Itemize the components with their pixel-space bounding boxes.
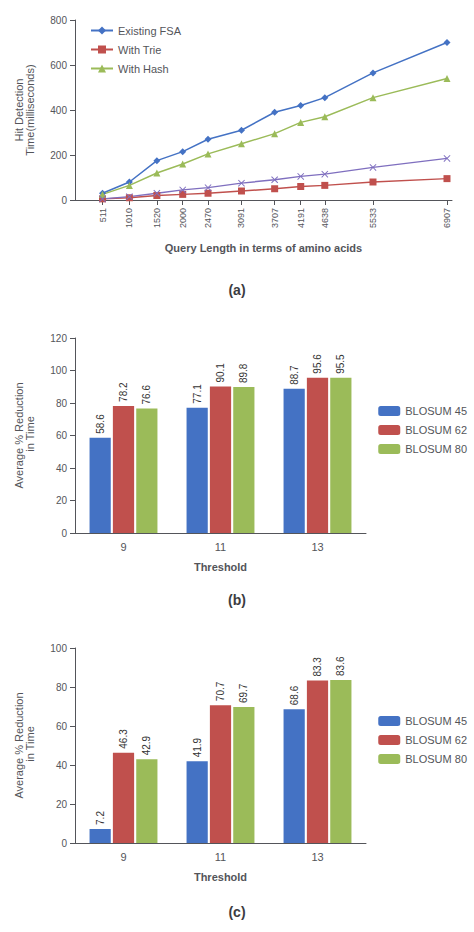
svg-text:3707: 3707 bbox=[270, 208, 280, 228]
svg-text:41.9: 41.9 bbox=[192, 737, 203, 757]
svg-text:83.3: 83.3 bbox=[312, 657, 323, 677]
svg-text:4191: 4191 bbox=[296, 208, 306, 228]
svg-text:BLOSUM 45: BLOSUM 45 bbox=[405, 405, 467, 417]
svg-text:60: 60 bbox=[56, 430, 68, 441]
svg-text:88.7: 88.7 bbox=[289, 365, 300, 385]
svg-text:Average % Reduction: Average % Reduction bbox=[12, 382, 25, 489]
svg-text:1520: 1520 bbox=[152, 208, 162, 228]
svg-text:46.3: 46.3 bbox=[118, 729, 129, 749]
svg-text:77.1: 77.1 bbox=[192, 384, 203, 404]
svg-text:0: 0 bbox=[61, 838, 67, 849]
svg-text:13: 13 bbox=[311, 851, 323, 863]
svg-text:2000: 2000 bbox=[178, 208, 188, 228]
svg-text:(b): (b) bbox=[228, 592, 246, 608]
svg-text:Average % Reduction: Average % Reduction bbox=[12, 692, 25, 799]
svg-text:13: 13 bbox=[311, 541, 323, 553]
svg-text:With Hash: With Hash bbox=[118, 63, 169, 75]
svg-text:80: 80 bbox=[56, 398, 68, 409]
svg-text:With Trie: With Trie bbox=[118, 44, 161, 56]
svg-text:89.8: 89.8 bbox=[238, 363, 249, 383]
svg-text:78.2: 78.2 bbox=[118, 382, 129, 402]
svg-text:95.5: 95.5 bbox=[335, 354, 346, 374]
svg-text:58.6: 58.6 bbox=[95, 414, 106, 434]
svg-text:69.7: 69.7 bbox=[238, 683, 249, 703]
svg-text:BLOSUM 80: BLOSUM 80 bbox=[405, 753, 467, 765]
svg-text:(c): (c) bbox=[228, 904, 245, 920]
svg-text:3091: 3091 bbox=[236, 208, 246, 228]
svg-text:70.7: 70.7 bbox=[215, 681, 226, 701]
svg-text:90.1: 90.1 bbox=[215, 363, 226, 383]
svg-text:9: 9 bbox=[120, 541, 126, 553]
svg-text:11: 11 bbox=[215, 541, 226, 553]
svg-text:Query Length in terms of amino: Query Length in terms of amino acids bbox=[165, 242, 362, 254]
svg-text:11: 11 bbox=[215, 851, 226, 863]
svg-text:6907: 6907 bbox=[442, 208, 452, 228]
svg-text:800: 800 bbox=[50, 15, 67, 26]
svg-text:40: 40 bbox=[56, 463, 68, 474]
svg-text:4638: 4638 bbox=[320, 208, 330, 228]
svg-text:BLOSUM 80: BLOSUM 80 bbox=[405, 443, 467, 455]
svg-text:7.2: 7.2 bbox=[95, 811, 106, 825]
svg-text:BLOSUM 45: BLOSUM 45 bbox=[405, 715, 467, 727]
svg-text:Time(milliseconds): Time(milliseconds) bbox=[24, 64, 36, 155]
svg-text:BLOSUM 62: BLOSUM 62 bbox=[405, 734, 467, 746]
svg-text:42.9: 42.9 bbox=[141, 735, 152, 755]
svg-text:BLOSUM 62: BLOSUM 62 bbox=[405, 424, 467, 436]
svg-text:in Time: in Time bbox=[24, 726, 36, 765]
svg-text:in Time: in Time bbox=[24, 416, 36, 455]
svg-text:120: 120 bbox=[50, 333, 67, 344]
svg-text:Threshold: Threshold bbox=[194, 871, 247, 883]
svg-text:76.6: 76.6 bbox=[141, 385, 152, 405]
svg-text:0: 0 bbox=[61, 528, 67, 539]
svg-text:20: 20 bbox=[56, 799, 68, 810]
svg-text:1010: 1010 bbox=[124, 208, 134, 228]
svg-text:95.6: 95.6 bbox=[312, 354, 323, 374]
svg-text:2470: 2470 bbox=[203, 208, 213, 228]
svg-text:83.6: 83.6 bbox=[335, 656, 346, 676]
svg-text:5533: 5533 bbox=[368, 208, 378, 228]
svg-text:100: 100 bbox=[50, 643, 67, 654]
svg-text:600: 600 bbox=[50, 60, 67, 71]
svg-text:100: 100 bbox=[50, 365, 67, 376]
svg-text:(a): (a) bbox=[228, 282, 245, 298]
svg-text:Existing FSA: Existing FSA bbox=[118, 25, 182, 37]
svg-text:20: 20 bbox=[56, 495, 68, 506]
svg-text:60: 60 bbox=[56, 721, 68, 732]
svg-text:9: 9 bbox=[120, 851, 126, 863]
svg-text:Threshold: Threshold bbox=[194, 561, 247, 573]
svg-text:Hit Detection: Hit Detection bbox=[12, 78, 25, 142]
svg-text:0: 0 bbox=[61, 195, 67, 206]
svg-text:80: 80 bbox=[56, 682, 68, 693]
svg-text:200: 200 bbox=[50, 150, 67, 161]
svg-text:511: 511 bbox=[98, 208, 108, 222]
svg-text:400: 400 bbox=[50, 105, 67, 116]
svg-text:40: 40 bbox=[56, 760, 68, 771]
svg-text:68.6: 68.6 bbox=[289, 685, 300, 705]
